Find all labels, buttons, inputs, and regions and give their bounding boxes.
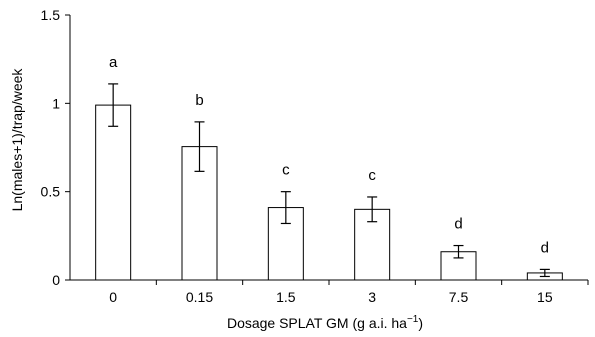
- y-axis-label: Ln(males+1)/trap/week: [9, 68, 25, 212]
- significance-letter: d: [454, 216, 462, 233]
- bar: [95, 104, 132, 281]
- y-tick-label: 1: [52, 95, 60, 111]
- x-axis-label-suffix: ): [418, 315, 423, 331]
- x-axis-label-main: Dosage SPLAT GM (g a.i. ha: [227, 315, 407, 331]
- significance-letter: c: [282, 162, 290, 179]
- significance-letter: a: [109, 54, 118, 71]
- y-ticks-group: 0 0.5 1 1.5: [41, 7, 70, 288]
- x-tick-label: 7.5: [449, 289, 469, 305]
- x-tick-label: 1.5: [276, 289, 296, 305]
- y-tick-label: 0: [52, 272, 60, 288]
- significance-letter: d: [541, 239, 549, 256]
- bars-group: [95, 104, 563, 281]
- x-tick-label: 0: [109, 289, 117, 305]
- y-tick-label: 0.5: [41, 184, 61, 200]
- x-axis-label: Dosage SPLAT GM (g a.i. ha−1): [227, 314, 423, 331]
- significance-letter: b: [195, 92, 203, 109]
- significance-labels-group: a b c c d d: [109, 54, 549, 256]
- error-bars-group: [108, 83, 550, 278]
- significance-letter: c: [368, 167, 376, 184]
- x-axis-label-superscript: −1: [407, 314, 419, 325]
- bar: [440, 251, 477, 281]
- x-ticks-group: 0 0.15 1.5 3 7.5 15: [109, 280, 589, 305]
- y-tick-label: 1.5: [41, 7, 61, 23]
- x-tick-label: 0.15: [186, 289, 213, 305]
- axes-group: [69, 15, 588, 281]
- x-tick-label: 15: [537, 289, 553, 305]
- x-tick-label: 3: [368, 289, 376, 305]
